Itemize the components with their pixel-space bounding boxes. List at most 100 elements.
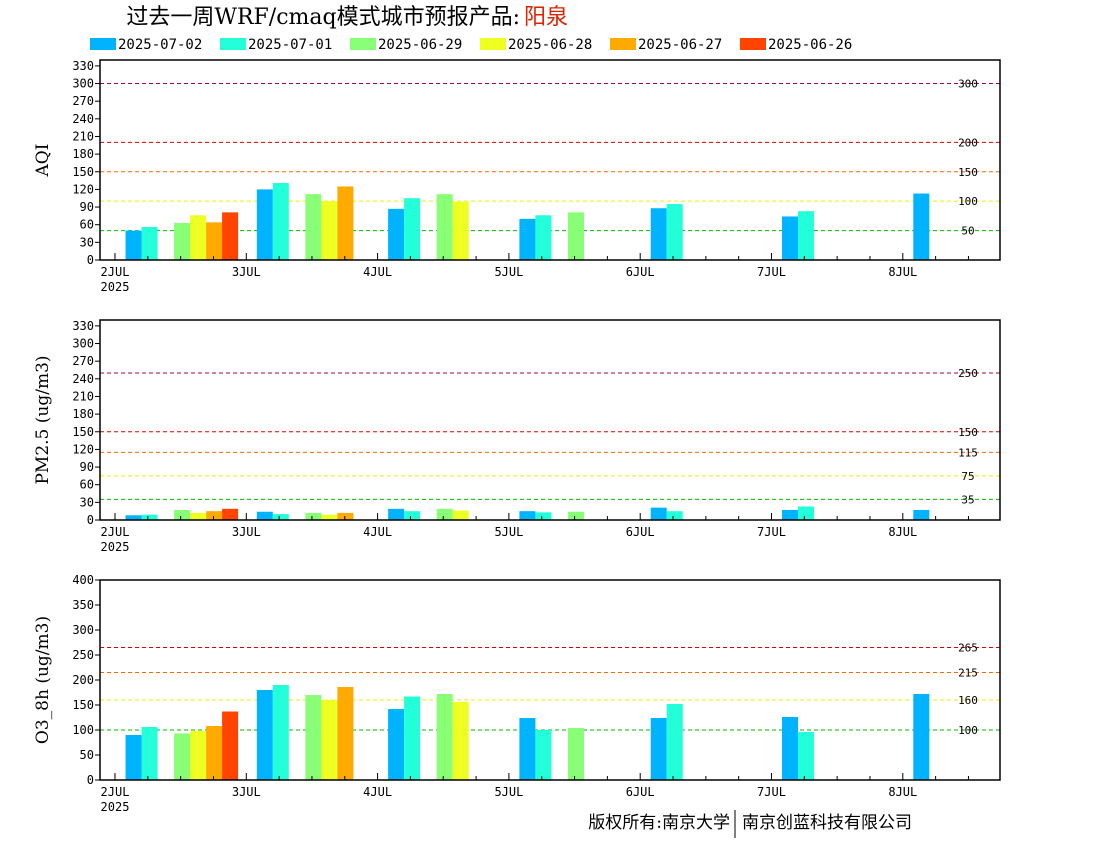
footer-copyright: 版权所有:南京大学 (588, 813, 730, 833)
bar-3-4-1 (404, 696, 421, 780)
y-tick-label: 270 (72, 354, 94, 368)
x-year-label: 2025 (101, 800, 130, 814)
x-tick-label: 2JUL (101, 525, 130, 539)
legend-label-1: 2025-07-01 (248, 37, 332, 53)
panel-2: 250 150 115 75 35 0 30 60 90 120 150 180 210 240 270 30… (33, 319, 1001, 554)
panel-3: 265 215 160 100 0 50 100 150 200 250 300 350 400 2JUL… (33, 573, 1001, 814)
bar-2-3-1 (321, 514, 338, 520)
legend-label-4: 2025-06-27 (638, 37, 722, 53)
threshold-label-100: 100 (958, 724, 978, 737)
x-tick-label: 2JUL (101, 265, 130, 279)
bar-3-8-0 (650, 718, 667, 780)
y-axis-label: PM2.5 (ug/m3) (33, 355, 53, 484)
y-tick-label: 200 (72, 673, 94, 687)
bar-2-9-1 (798, 506, 815, 520)
y-tick-label: 90 (80, 460, 94, 474)
bar-1-9-0 (782, 216, 799, 260)
x-tick-label: 6JUL (626, 525, 655, 539)
y-tick-label: 150 (72, 165, 94, 179)
bar-3-3-0 (305, 695, 322, 780)
legend-swatch-1 (220, 38, 246, 50)
bar-1-6-1 (535, 215, 552, 260)
bar-2-1-0 (174, 510, 191, 520)
threshold-label-200: 200 (958, 136, 978, 149)
bar-1-7-0 (567, 212, 584, 260)
bar-1-1-2 (206, 222, 223, 260)
legend-label-0: 2025-07-02 (118, 37, 202, 53)
y-tick-label: 0 (87, 513, 94, 527)
bar-1-8-0 (650, 208, 667, 260)
threshold-label-215: 215 (958, 667, 978, 680)
bar-3-1-1 (190, 731, 207, 780)
legend-label-2: 2025-06-29 (378, 37, 462, 53)
threshold-label-100: 100 (958, 195, 978, 208)
plot-frame (99, 59, 1001, 261)
threshold-label-300: 300 (958, 78, 978, 91)
x-tick-label: 7JUL (757, 265, 786, 279)
bar-2-1-1 (190, 512, 207, 520)
y-tick-label: 240 (72, 112, 94, 126)
bar-1-1-3 (222, 212, 239, 260)
bar-3-1-0 (174, 733, 191, 780)
y-tick-label: 30 (80, 495, 94, 509)
legend-swatch-2 (350, 38, 376, 50)
bar-2-0-1 (141, 514, 158, 520)
x-tick-label: 5JUL (494, 525, 523, 539)
bar-3-3-1 (321, 700, 338, 780)
bar-3-3-2 (337, 687, 354, 780)
bar-1-3-1 (321, 201, 338, 260)
y-tick-label: 210 (72, 129, 94, 143)
bar-1-4-0 (388, 208, 405, 260)
bar-3-5-0 (436, 694, 453, 780)
bar-1-8-1 (666, 204, 683, 260)
y-tick-label: 30 (80, 235, 94, 249)
legend: 2025-07-02 2025-07-01 2025-06-29 2025-06-28… (90, 37, 852, 53)
panel-1: 300 200 150 100 50 0 30 60 90 120 150 180 210 240 270 3… (33, 59, 1001, 294)
bar-2-5-1 (452, 510, 469, 520)
threshold-label-150: 150 (958, 166, 978, 179)
footer-company: 南京创蓝科技有限公司 (742, 813, 912, 833)
bar-2-8-1 (666, 511, 683, 520)
bar-2-1-3 (222, 508, 239, 520)
bar-1-3-0 (305, 194, 322, 260)
threshold-label-75: 75 (961, 470, 974, 483)
bar-3-10-0 (913, 694, 930, 780)
legend-swatch-5 (740, 38, 766, 50)
x-tick-label: 4JUL (363, 265, 392, 279)
bar-2-5-0 (436, 508, 453, 520)
bar-1-2-0 (256, 189, 273, 260)
y-tick-label: 150 (72, 698, 94, 712)
title-main: 过去一周WRF/cmaq模式城市预报产品: (126, 5, 520, 30)
bar-2-7-0 (567, 511, 584, 520)
bar-1-5-0 (436, 194, 453, 260)
bar-2-6-1 (535, 512, 552, 520)
threshold-label-50: 50 (961, 225, 974, 238)
plot-frame (99, 319, 1001, 521)
bar-3-9-0 (782, 717, 799, 780)
legend-label-3: 2025-06-28 (508, 37, 592, 53)
legend-swatch-0 (90, 38, 116, 50)
y-tick-label: 120 (72, 442, 94, 456)
y-tick-label: 300 (72, 337, 94, 351)
bar-3-2-0 (256, 690, 273, 780)
legend-swatch-4 (610, 38, 636, 50)
x-tick-label: 4JUL (363, 785, 392, 799)
bar-2-8-0 (650, 507, 667, 520)
x-tick-label: 2JUL (101, 785, 130, 799)
bar-2-4-1 (404, 511, 421, 520)
bar-3-5-1 (452, 702, 469, 780)
bar-2-3-2 (337, 512, 354, 520)
x-tick-label: 7JUL (757, 785, 786, 799)
y-axis-label: AQI (33, 144, 53, 178)
y-axis-label: O3_8h (ug/m3) (33, 616, 53, 744)
x-tick-label: 3JUL (232, 785, 261, 799)
y-tick-label: 250 (72, 648, 94, 662)
y-tick-label: 210 (72, 389, 94, 403)
x-tick-label: 8JUL (888, 785, 917, 799)
bar-1-0-0 (125, 230, 142, 260)
threshold-label-160: 160 (958, 694, 978, 707)
x-tick-label: 3JUL (232, 525, 261, 539)
y-tick-label: 240 (72, 372, 94, 386)
bar-2-3-0 (305, 512, 322, 520)
